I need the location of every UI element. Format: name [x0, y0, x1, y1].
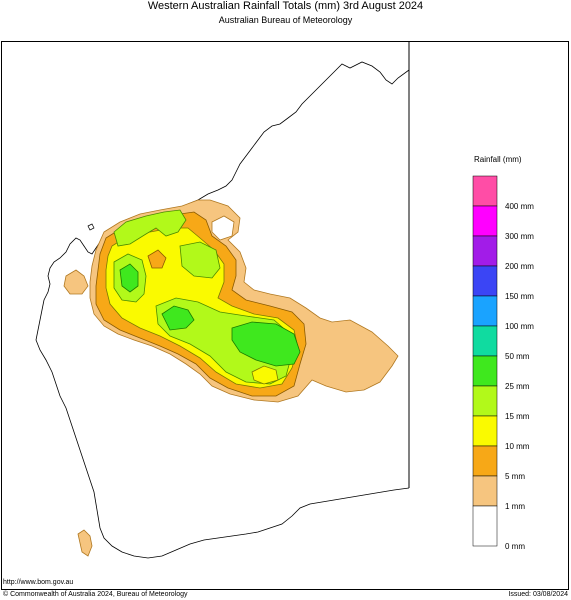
- dry-area-north: [211, 215, 235, 241]
- rainfall-25mm-central: [161, 305, 195, 331]
- legend-swatch-25: [472, 355, 498, 387]
- map-title: Western Australian Rainfall Totals (mm) …: [147, 0, 424, 12]
- footer-url-link[interactable]: http://www.bom.gov.au: [3, 579, 74, 586]
- rainfall-25mm-west: [119, 263, 139, 293]
- rainfall-25mm-east: [231, 321, 301, 367]
- legend-swatch-50: [472, 325, 498, 357]
- map-subtitle: Australian Bureau of Meteorology: [218, 15, 353, 25]
- legend-label-0: 0 mm: [505, 542, 525, 551]
- legend-label-100: 100 mm: [505, 322, 534, 331]
- legend-label-200: 200 mm: [505, 262, 534, 271]
- legend-swatch-10: [472, 415, 498, 447]
- legend-swatch-400-plus: [472, 175, 498, 207]
- legend-label-50: 50 mm: [505, 352, 530, 361]
- legend-label-150: 150 mm: [505, 292, 534, 301]
- legend-title: Rainfall (mm): [474, 155, 522, 164]
- legend-swatch-1: [472, 475, 498, 507]
- legend-swatch-100: [472, 295, 498, 327]
- legend-swatch-15: [472, 385, 498, 417]
- island-north: [87, 223, 95, 231]
- legend-label-15: 15 mm: [505, 412, 530, 421]
- rainfall-15mm-center: [179, 241, 221, 279]
- legend-swatch-200: [472, 235, 498, 267]
- legend-label-300: 300 mm: [505, 232, 534, 241]
- legend-label-400: 400 mm: [505, 202, 534, 211]
- legend-colorbar: [472, 175, 498, 547]
- map-frame: [1, 41, 569, 590]
- rainfall-5mm-inner-patch: [147, 249, 167, 269]
- rainfall-10mm-inner-patch: [251, 365, 279, 385]
- legend-swatch-0: [472, 505, 498, 547]
- legend-label-10: 10 mm: [505, 442, 530, 451]
- legend-label-25: 25 mm: [505, 382, 530, 391]
- legend-swatch-300: [472, 205, 498, 237]
- legend-label-5: 5 mm: [505, 472, 525, 481]
- legend-label-1: 1 mm: [505, 502, 525, 511]
- footer-issued-date: Issued: 03/08/2024: [508, 591, 568, 598]
- footer-copyright: © Commonwealth of Australia 2024, Bureau…: [3, 591, 188, 598]
- coastline: [35, 61, 410, 559]
- rainfall-15mm-north: [113, 209, 187, 247]
- rainfall-1mm-south-patch: [77, 529, 93, 557]
- rainfall-1mm-coast-patch: [63, 269, 89, 295]
- legend-swatch-5: [472, 445, 498, 477]
- legend-swatch-150: [472, 265, 498, 297]
